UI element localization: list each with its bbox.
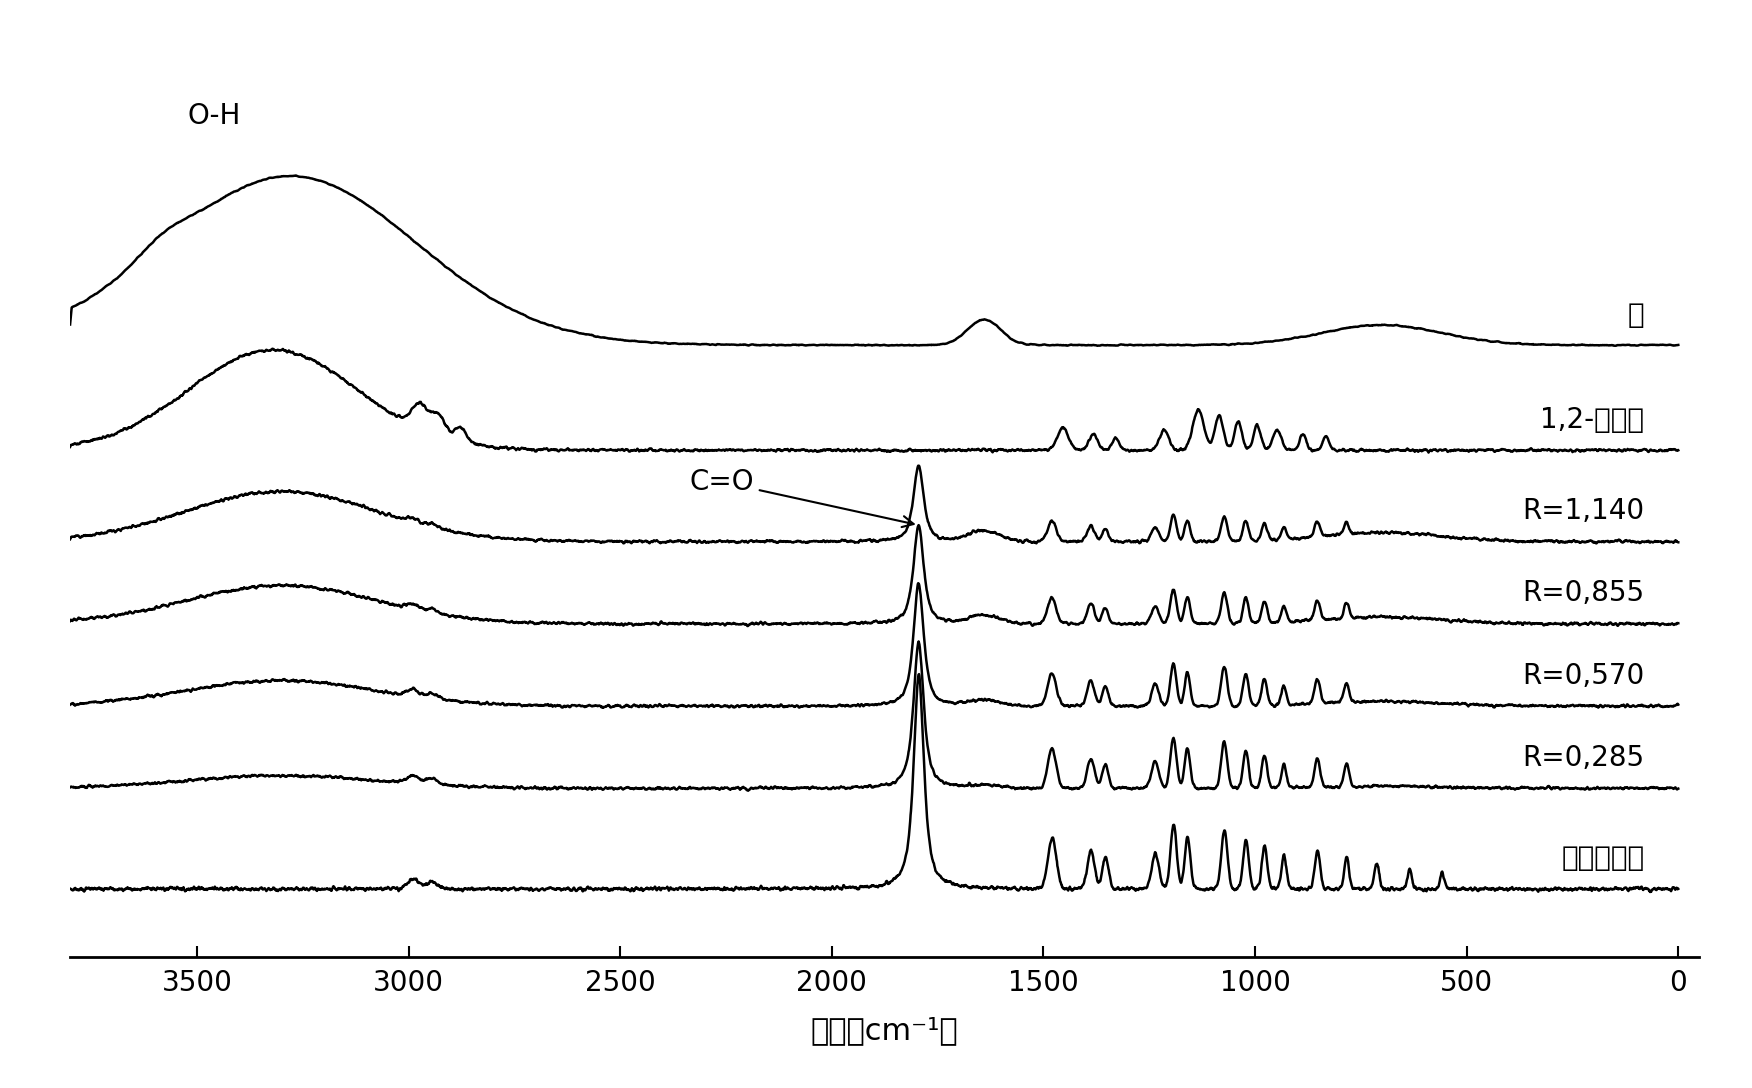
Text: R=1,140: R=1,140 <box>1522 497 1645 526</box>
Text: C=O: C=O <box>690 468 913 527</box>
Text: R=0,285: R=0,285 <box>1522 744 1645 771</box>
Text: R=0,855: R=0,855 <box>1522 580 1645 607</box>
Text: 碳酸丙烯酵: 碳酸丙烯酵 <box>1561 844 1645 873</box>
X-axis label: 波长（cm⁻¹）: 波长（cm⁻¹） <box>811 1016 958 1044</box>
Text: R=0,570: R=0,570 <box>1522 662 1645 690</box>
Text: 水: 水 <box>1628 300 1645 329</box>
Text: O-H: O-H <box>187 102 240 131</box>
Text: 1,2-丙二醇: 1,2-丙二醇 <box>1540 406 1645 434</box>
